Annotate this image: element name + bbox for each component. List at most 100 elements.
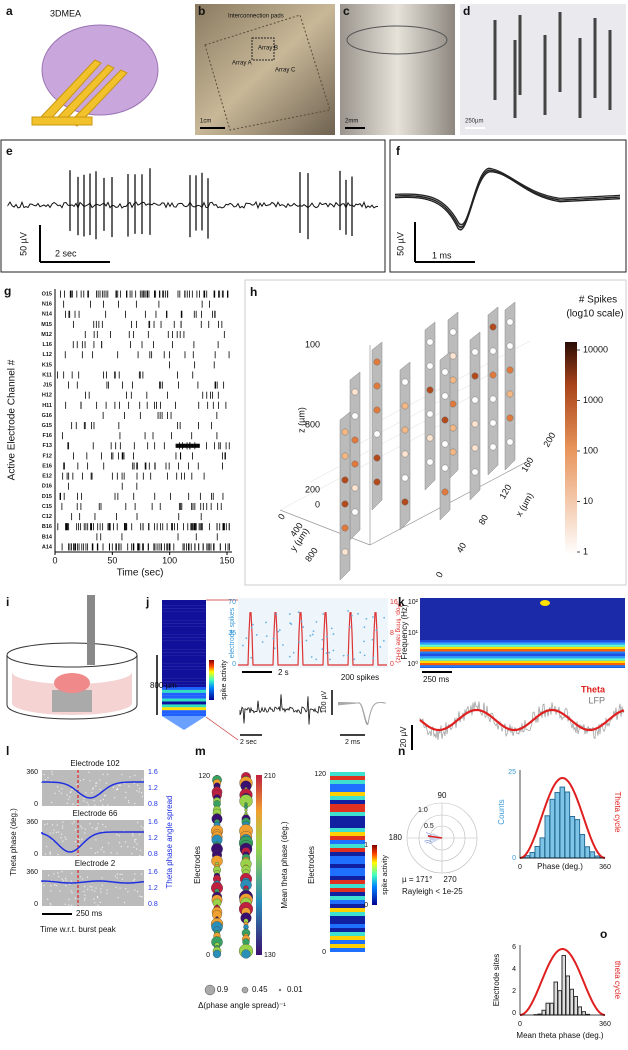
electrode-site xyxy=(506,390,514,398)
label: 35 xyxy=(228,630,236,637)
channel-label: E16 xyxy=(42,463,52,469)
heatmap-cell xyxy=(162,675,206,679)
heatmap-cell xyxy=(330,808,365,812)
heatmap-cell xyxy=(162,637,206,641)
phase-dot xyxy=(50,780,52,782)
probe-tip xyxy=(162,716,206,730)
spike-dot xyxy=(315,658,318,661)
y-tick-label: 360 xyxy=(26,769,38,776)
panel-label: h xyxy=(250,285,257,299)
label: Frequency (Hz) xyxy=(400,604,409,659)
heatmap-cell xyxy=(162,655,206,659)
channel-label: F16 xyxy=(43,433,52,439)
channel-label: M12 xyxy=(41,332,52,338)
phase-dot xyxy=(137,822,139,824)
phase-dot xyxy=(110,852,112,854)
phase-dot xyxy=(46,845,48,848)
electrode-site xyxy=(341,524,349,532)
phase-dot xyxy=(94,852,97,854)
size-legend-marker xyxy=(278,988,282,992)
label: 90 xyxy=(438,791,447,800)
lfp-trace xyxy=(419,701,625,741)
phase-dot xyxy=(71,823,73,825)
size-legend-marker xyxy=(204,984,216,996)
label: 1.0 xyxy=(418,807,428,814)
heatmap-cell xyxy=(162,660,206,664)
phase-dot xyxy=(134,841,136,843)
phase-dot xyxy=(96,826,98,829)
phase-dot xyxy=(132,833,134,835)
channel-label: C15 xyxy=(42,504,52,510)
phase-dot xyxy=(81,827,83,829)
y2-tick-label: 1.6 xyxy=(148,769,158,776)
label: 10⁰ xyxy=(407,660,418,668)
label: 270 xyxy=(443,875,457,884)
heatmap-cell xyxy=(330,912,365,916)
electrode-site xyxy=(449,424,457,432)
phase-dot xyxy=(71,892,73,894)
channel-label: F12 xyxy=(43,453,52,459)
heatmap-cell xyxy=(162,629,206,632)
electrode-site xyxy=(401,378,409,386)
electrode-site xyxy=(341,428,349,436)
z-tick-label: 800 xyxy=(305,419,320,429)
phase-dot xyxy=(84,828,86,830)
axis xyxy=(279,509,371,546)
phase-dot xyxy=(100,888,102,890)
phase-dot xyxy=(57,853,59,856)
label: 130 xyxy=(264,952,276,959)
heatmap-cell xyxy=(162,678,206,682)
hist-bar xyxy=(579,834,586,859)
phase-dot xyxy=(92,788,94,790)
phase-dot xyxy=(65,885,67,887)
colorbar xyxy=(209,660,214,700)
label: 10¹ xyxy=(408,630,419,637)
heatmap-cell xyxy=(162,713,206,717)
phase-dot xyxy=(60,837,62,839)
electrode-site xyxy=(426,338,434,346)
y-tick-label: 360 xyxy=(26,869,38,876)
phase-dot xyxy=(71,872,73,874)
subplot-title: Electrode 102 xyxy=(70,759,120,768)
phase-dot xyxy=(70,880,72,882)
phase-dot xyxy=(90,847,92,849)
phase-dot xyxy=(61,871,63,873)
phase-dot xyxy=(83,890,85,893)
rose-petal xyxy=(432,833,442,838)
label: 0 xyxy=(322,949,326,956)
panel-label: n xyxy=(398,744,405,758)
phase-dot xyxy=(69,796,71,798)
hist-bar xyxy=(564,791,571,859)
spike-dot xyxy=(290,623,293,626)
phase-dot xyxy=(116,834,118,836)
heatmap-cell xyxy=(162,646,206,650)
photo-c xyxy=(340,4,455,135)
hist-bar xyxy=(565,975,570,1016)
heatmap-cell xyxy=(330,876,365,880)
electrode-site xyxy=(449,400,457,408)
heatmap-cell xyxy=(330,840,365,844)
electrode-site xyxy=(351,388,359,396)
phase-dot xyxy=(102,823,104,826)
label: 16 xyxy=(390,599,398,606)
heatmap-cell xyxy=(162,620,206,624)
phase-dot xyxy=(69,883,71,885)
spike-dot xyxy=(365,617,368,620)
label: 8 xyxy=(390,630,394,637)
label: 70 xyxy=(228,599,236,606)
spectrogram-band xyxy=(420,663,625,666)
y2-tick-label: 0.8 xyxy=(148,851,158,858)
size-legend-marker xyxy=(241,986,249,994)
heatmap-cell xyxy=(162,611,206,615)
phase-dot xyxy=(53,829,55,831)
phase-dot xyxy=(88,771,90,773)
heatmap-cell xyxy=(330,844,365,848)
subplot-title: Electrode 2 xyxy=(75,859,116,868)
electrode-site xyxy=(506,438,514,446)
heatmap-cell xyxy=(330,772,365,776)
phase-dot xyxy=(66,794,68,796)
spike-dot xyxy=(245,637,248,640)
zoom-box xyxy=(251,37,275,61)
heatmap-cell xyxy=(330,948,365,952)
heatmap-cell xyxy=(330,892,365,896)
